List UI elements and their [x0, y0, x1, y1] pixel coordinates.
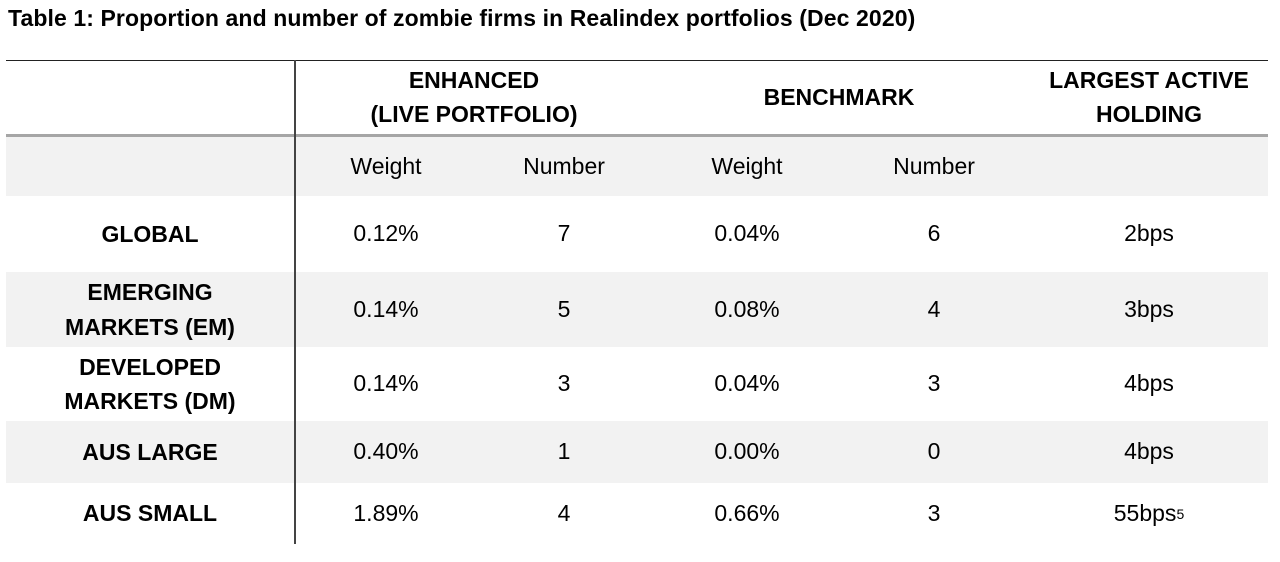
cell-largest-active: 4bps: [1124, 438, 1174, 465]
cell-largest-active: 55bps 5: [1113, 499, 1185, 526]
subheader-benchmark-number: Number: [893, 152, 975, 179]
cell-benchmark-weight: 0.04%: [714, 370, 780, 397]
row-label-aus-large: AUS LARGE: [82, 438, 218, 465]
cell-benchmark-number: 4: [927, 295, 941, 322]
cell-enhanced-weight: 0.14%: [353, 295, 419, 322]
cell-benchmark-weight: 0.08%: [714, 295, 780, 322]
subheader-enhanced-weight: Weight: [350, 152, 422, 179]
table-title: Table 1: Proportion and number of zombie…: [8, 5, 916, 31]
cell-benchmark-weight: 0.04%: [714, 220, 780, 247]
row-band-aus-large: [6, 421, 1268, 483]
header-enhanced-line2: (LIVE PORTFOLIO): [370, 101, 578, 127]
header-largest-line2: HOLDING: [1095, 101, 1203, 127]
row-label-em: EMERGING MARKETS (EM): [65, 279, 235, 340]
cell-enhanced-weight: 0.40%: [353, 438, 419, 465]
cell-largest-active: 3bps: [1124, 295, 1174, 322]
cell-benchmark-number: 3: [927, 499, 941, 526]
row-label-aus-small: AUS SMALL: [82, 500, 218, 527]
cell-benchmark-weight: 0.66%: [714, 499, 780, 526]
header-enhanced-line1: ENHANCED: [408, 66, 540, 93]
header-enhanced: ENHANCED (LIVE PORTFOLIO): [296, 60, 652, 134]
cell-enhanced-number: 7: [557, 220, 571, 247]
cell-enhanced-number: 4: [557, 499, 571, 526]
cell-enhanced-weight: 0.12%: [353, 220, 419, 247]
cell-enhanced-number: 5: [557, 295, 571, 322]
table-top-rule: [6, 60, 1268, 61]
header-largest-line1: LARGEST ACTIVE: [1049, 66, 1249, 93]
cell-benchmark-weight: 0.00%: [714, 438, 780, 465]
row-label-dm: DEVELOPED MARKETS (DM): [64, 353, 236, 415]
header-rule: [6, 134, 1268, 137]
cell-enhanced-number: 3: [557, 370, 571, 397]
subheader-benchmark-weight: Weight: [711, 152, 783, 179]
cell-largest-active: 4bps: [1124, 370, 1174, 397]
cell-benchmark-number: 3: [927, 370, 941, 397]
cell-benchmark-number: 0: [927, 438, 941, 465]
row-label-global: GLOBAL: [101, 220, 199, 247]
header-benchmark-label: BENCHMARK: [763, 83, 915, 110]
row-band-em: [6, 272, 1268, 347]
subheader-band: [6, 137, 1268, 196]
cell-enhanced-number: 1: [557, 438, 571, 465]
zombie-firms-table: ENHANCED (LIVE PORTFOLIO) BENCHMARK LARG…: [6, 60, 1268, 544]
row-label-divider: [294, 60, 296, 544]
subheader-enhanced-number: Number: [523, 152, 605, 179]
header-largest-active: LARGEST ACTIVE HOLDING: [1030, 60, 1268, 134]
cell-largest-active: 2bps: [1124, 220, 1174, 247]
cell-enhanced-weight: 1.89%: [353, 499, 419, 526]
cell-benchmark-number: 6: [927, 220, 941, 247]
header-benchmark: BENCHMARK: [652, 60, 1026, 134]
cell-enhanced-weight: 0.14%: [353, 370, 419, 397]
